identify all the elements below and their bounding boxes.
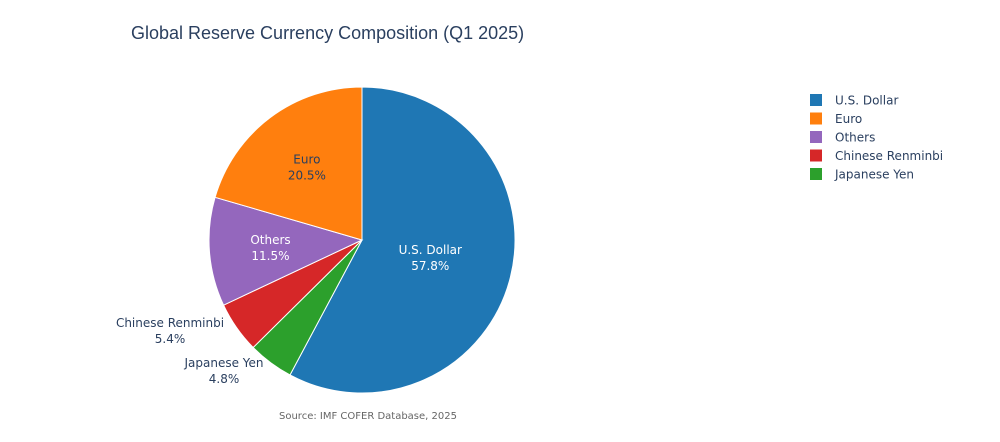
slice-label-others: Others 11.5% (250, 233, 290, 263)
legend-label-euro[interactable]: Euro (835, 112, 862, 126)
slice-label-chinese-renminbi: Chinese Renminbi 5.4% (116, 316, 224, 346)
slice-label-euro: Euro 20.5% (288, 153, 326, 183)
pie-labels: U.S. Dollar 57.8% Japanese Yen 4.8% Chinese … (116, 153, 462, 386)
slice-label-u-s-dollar: U.S. Dollar 57.8% (399, 243, 462, 273)
source-annotation: Source: IMF COFER Database, 2025 (279, 411, 457, 422)
pie-slice-others (208, 196, 364, 306)
legend-swatch-chinese-renminbi[interactable] (810, 149, 822, 162)
legend-label-u-s-dollar[interactable]: U.S. Dollar (835, 94, 898, 108)
legend-swatch-u-s-dollar[interactable] (810, 94, 822, 106)
legend-label-japanese-yen[interactable]: Japanese Yen (834, 168, 914, 182)
pie-slices (208, 86, 516, 394)
pie-slice-u-s-dollar (289, 86, 516, 394)
legend-label-others[interactable]: Others (835, 131, 875, 145)
pie-slice-euro (214, 86, 363, 241)
chart-title: Global Reserve Currency Composition (Q1 … (131, 23, 524, 43)
legend-label-chinese-renminbi[interactable]: Chinese Renminbi (835, 149, 943, 163)
legend-swatch-japanese-yen[interactable] (810, 168, 822, 180)
legend: U.S. Dollar Euro Others Chinese Renminbi Jap… (810, 94, 943, 182)
legend-swatch-euro[interactable] (810, 112, 822, 125)
slice-label-japanese-yen: Japanese Yen 4.8% (183, 356, 263, 386)
legend-swatch-others[interactable] (810, 131, 822, 143)
